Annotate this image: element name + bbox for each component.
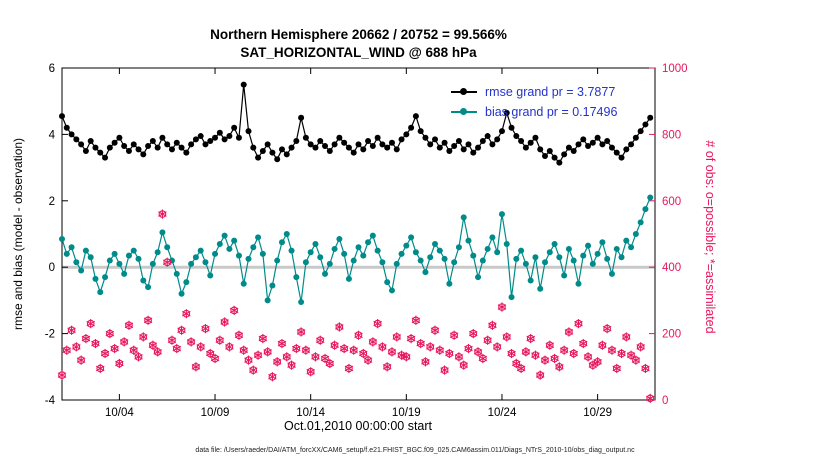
svg-text:200: 200 <box>662 329 681 341</box>
chart-title-line2: SAT_HORIZONTAL_WIND @ 688 hPa <box>240 45 477 60</box>
y-axis-label-right: # of obs: o=possible; *=assimilated <box>703 140 717 334</box>
svg-text:-4: -4 <box>45 395 56 407</box>
bias-marker-icon <box>451 108 477 115</box>
svg-text:4: 4 <box>49 129 56 141</box>
svg-text:400: 400 <box>662 262 681 274</box>
y-axis-label-left: rmse and bias (model - observation) <box>11 137 25 331</box>
data-file-caption: data file: /Users/raeder/DAI/ATM_forcXX/… <box>195 447 635 454</box>
legend-label-bias: bias grand pr = 0.17496 <box>485 104 618 119</box>
axes: 10/04 10/09 10/14 10/19 10/24 10/29 -4 -2 0 2 4 6 0 2… <box>45 63 688 419</box>
chart-title-line1: Northern Hemisphere 20662 / 20752 = 99.5… <box>210 27 507 42</box>
rmse-marker-icon <box>451 88 477 95</box>
legend: rmse grand pr = 3.7877 bias grand pr = 0… <box>451 84 617 119</box>
legend-item-rmse: rmse grand pr = 3.7877 <box>451 84 617 99</box>
svg-text:10/19: 10/19 <box>392 407 421 419</box>
svg-text:600: 600 <box>662 196 681 208</box>
svg-text:10/29: 10/29 <box>583 407 612 419</box>
series-bias <box>59 194 654 306</box>
svg-text:10/14: 10/14 <box>296 407 325 419</box>
svg-text:1000: 1000 <box>662 63 688 75</box>
svg-text:2: 2 <box>49 196 55 208</box>
svg-text:0: 0 <box>662 395 668 407</box>
svg-text:0: 0 <box>49 262 55 274</box>
svg-text:10/04: 10/04 <box>105 407 134 419</box>
svg-text:10/09: 10/09 <box>201 407 230 419</box>
svg-text:-2: -2 <box>45 329 55 341</box>
legend-item-bias: bias grand pr = 0.17496 <box>451 104 617 119</box>
legend-label-rmse: rmse grand pr = 3.7877 <box>485 84 616 99</box>
series-obs_count_possible <box>57 209 655 403</box>
svg-text:6: 6 <box>49 63 55 75</box>
series-rmse <box>59 81 654 166</box>
x-axis-label: Oct.01,2010 00:00:00 start <box>283 419 433 433</box>
svg-text:10/24: 10/24 <box>488 407 517 419</box>
svg-text:800: 800 <box>662 129 681 141</box>
